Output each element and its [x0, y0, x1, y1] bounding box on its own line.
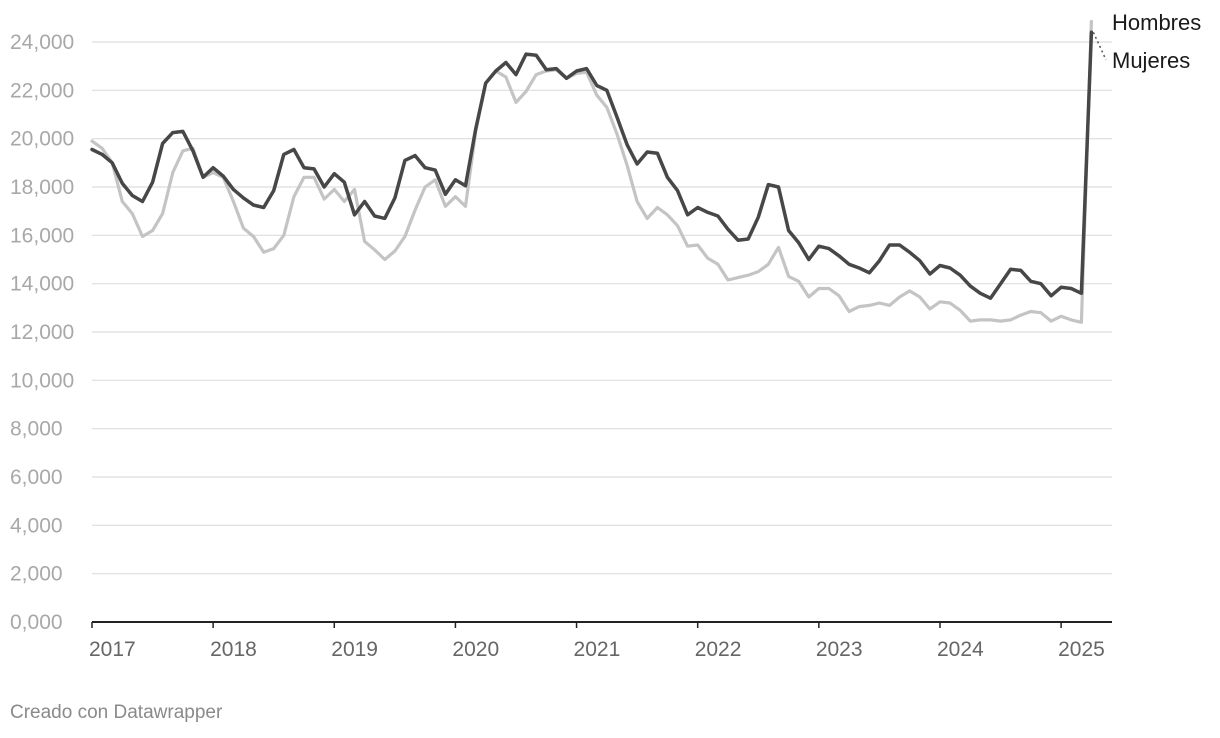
y-tick-label: 2,000: [10, 563, 63, 586]
label-leader-line: [1092, 32, 1107, 61]
gridlines: [92, 41, 1112, 575]
x-tick-label: 2024: [937, 638, 984, 661]
series-label-hombres: Hombres: [1112, 10, 1201, 35]
y-tick-label: 24,000: [10, 31, 74, 54]
x-tick-label: 2020: [452, 638, 499, 661]
y-tick-label: 10,000: [10, 369, 74, 392]
y-tick-label: 16,000: [10, 224, 74, 247]
x-axis-ticks: 2017 2018 2019 2020 2021 2022 2023 2024 2025: [89, 622, 1105, 661]
x-tick-label: 2023: [816, 638, 863, 661]
series-lines: [90, 19, 1094, 324]
y-axis-ticks: 0,000 2,000 4,000 6,000 8,000 10,000 12,000 14,…: [10, 31, 74, 634]
y-tick-label: 6,000: [10, 466, 63, 489]
y-tick-label: 12,000: [10, 321, 74, 344]
x-tick-label: 2018: [210, 638, 257, 661]
y-tick-label: 20,000: [10, 128, 74, 151]
x-tick-label: 2019: [331, 638, 378, 661]
series-line-hombres: [90, 30, 1094, 300]
x-tick-label: 2025: [1058, 638, 1105, 661]
series-line-mujeres: [90, 19, 1093, 324]
y-tick-label: 18,000: [10, 176, 74, 199]
y-tick-label: 14,000: [10, 273, 74, 296]
y-tick-label: 22,000: [10, 79, 74, 102]
series-labels: Hombres Mujeres: [1092, 10, 1201, 73]
x-tick-label: 2017: [89, 638, 136, 661]
series-label-mujeres: Mujeres: [1112, 48, 1190, 73]
y-tick-label: 4,000: [10, 514, 63, 537]
x-tick-label: 2021: [574, 638, 621, 661]
x-tick-label: 2022: [695, 638, 742, 661]
y-tick-label: 0,000: [10, 611, 63, 634]
y-tick-label: 8,000: [10, 418, 63, 441]
footer-credit: Creado con Datawrapper: [10, 702, 223, 723]
